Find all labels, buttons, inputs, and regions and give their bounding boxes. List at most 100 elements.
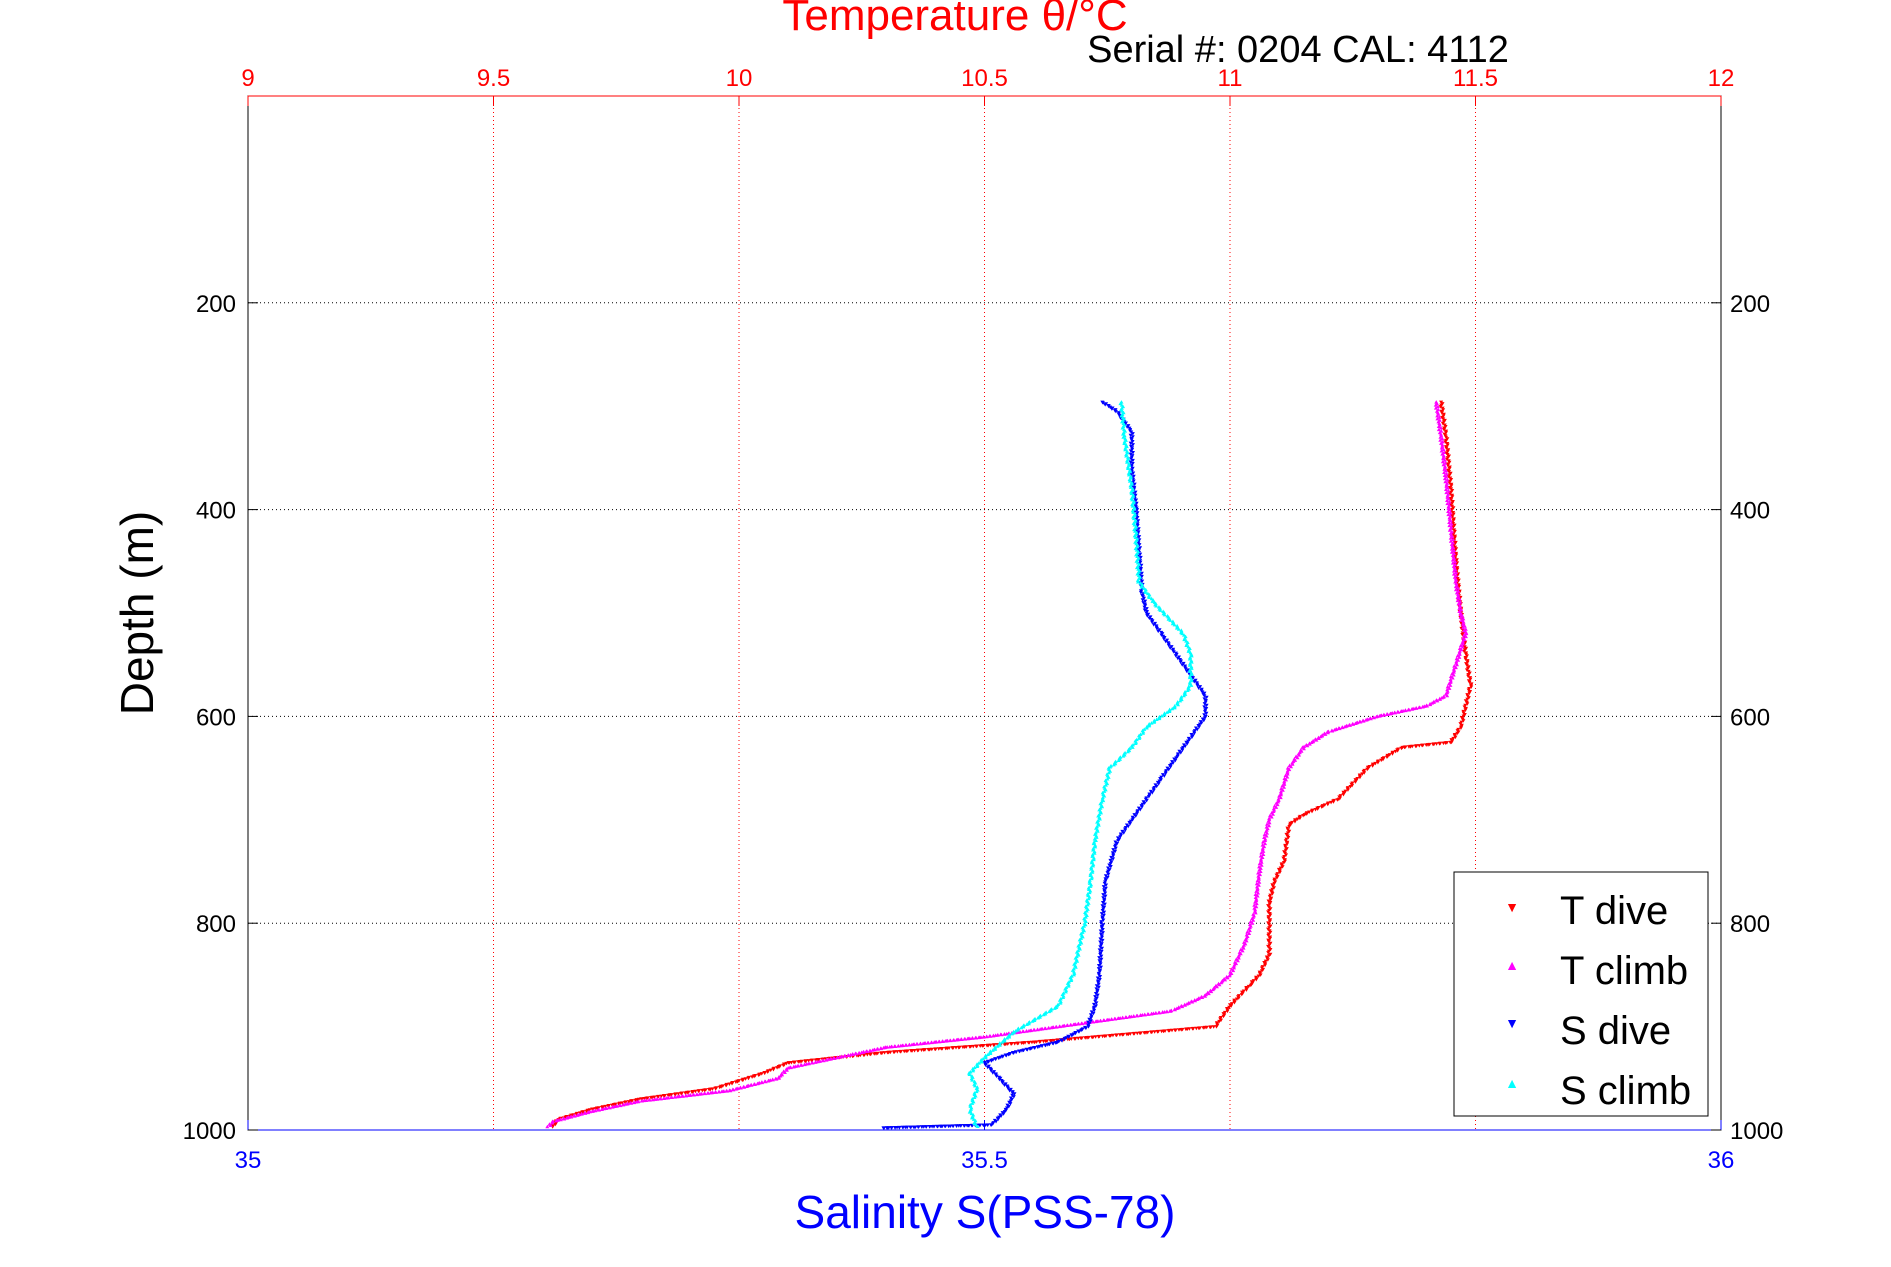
depth-tick-label-right: 400 [1730, 498, 1770, 525]
data-point [1180, 748, 1185, 753]
data-point [1245, 930, 1250, 934]
data-point [1116, 1016, 1121, 1021]
data-point [1149, 721, 1154, 725]
data-point [1192, 680, 1197, 684]
data-point [1026, 1041, 1031, 1045]
data-point [1267, 823, 1272, 828]
data-point [1189, 653, 1194, 658]
data-point [1253, 910, 1258, 915]
data-point [1150, 620, 1155, 625]
data-point [1167, 709, 1172, 713]
data-point [1152, 720, 1157, 724]
serial-label: Serial #: 0204 CAL: 4112 [1087, 29, 1509, 71]
data-point [1083, 915, 1088, 919]
data-point [1092, 1008, 1097, 1013]
data-point [918, 1041, 923, 1046]
data-point [1287, 767, 1292, 772]
data-point [1128, 485, 1133, 489]
temperature-tick-label: 9.5 [477, 65, 510, 92]
data-point [1447, 481, 1452, 485]
data-point [1095, 976, 1100, 981]
data-point [1140, 598, 1145, 602]
data-point [1399, 709, 1404, 714]
data-point [1458, 611, 1463, 615]
data-point [1263, 963, 1268, 968]
data-point [1180, 663, 1185, 667]
data-point [991, 1043, 996, 1048]
data-point [1062, 1037, 1067, 1042]
data-point [1232, 965, 1237, 970]
data-point [1285, 774, 1290, 779]
data-point [1111, 854, 1116, 858]
data-point [1332, 728, 1337, 732]
data-point [1047, 1009, 1052, 1014]
data-point [1259, 969, 1264, 973]
data-point [1265, 822, 1270, 826]
data-point [926, 1040, 931, 1045]
data-point [1130, 497, 1135, 502]
data-point [1100, 804, 1105, 809]
data-point [1260, 843, 1265, 847]
data-point [1095, 829, 1100, 833]
data-point [935, 1124, 940, 1129]
data-point [1197, 725, 1202, 729]
data-point [1090, 870, 1095, 874]
data-point [1114, 1033, 1119, 1038]
data-point [1244, 938, 1249, 943]
data-point [1446, 496, 1451, 501]
data-point [777, 1076, 782, 1080]
data-point [1162, 774, 1167, 778]
data-point [1128, 483, 1133, 488]
data-point [1154, 603, 1159, 608]
data-point [691, 1092, 696, 1097]
data-point [1264, 834, 1269, 838]
data-point [680, 1094, 685, 1098]
data-point [870, 1048, 875, 1052]
temperature-tick-label: 10 [726, 65, 753, 92]
data-point [1137, 1031, 1142, 1036]
data-point [1107, 1034, 1112, 1038]
data-point [669, 1095, 674, 1100]
data-point [1455, 731, 1460, 736]
data-point [1187, 674, 1192, 678]
data-point [791, 1064, 796, 1069]
data-point [1444, 490, 1449, 495]
data-point [982, 1061, 987, 1065]
data-point [1142, 605, 1147, 610]
data-point [936, 1047, 941, 1051]
data-point [618, 1103, 623, 1108]
data-point [971, 1068, 976, 1073]
data-point [1436, 427, 1441, 432]
data-point [965, 1036, 970, 1041]
data-point [1446, 512, 1451, 517]
data-layer [545, 400, 1474, 1130]
data-point [1072, 1037, 1077, 1041]
data-point [1187, 667, 1192, 672]
data-point [1190, 1027, 1195, 1031]
data-point [1285, 770, 1290, 775]
data-point [1125, 466, 1130, 471]
data-point [607, 1105, 612, 1110]
data-point [1183, 667, 1188, 671]
data-point [1247, 928, 1252, 933]
data-point [1183, 744, 1188, 749]
data-point [887, 1044, 892, 1049]
data-point [1168, 618, 1173, 622]
data-point [1253, 907, 1258, 912]
data-point [1451, 670, 1456, 674]
data-point [901, 1125, 906, 1130]
data-point [1101, 893, 1106, 897]
data-point [1254, 881, 1259, 886]
data-point [1305, 743, 1310, 748]
data-point [1189, 660, 1194, 664]
data-point [1340, 725, 1345, 730]
data-point [1012, 1041, 1017, 1046]
data-point [1102, 789, 1107, 793]
data-point [1015, 1030, 1020, 1034]
data-point [1189, 735, 1194, 740]
salinity-tick-label: 35.5 [961, 1147, 1008, 1174]
data-point [1388, 711, 1393, 716]
data-point [1142, 801, 1147, 805]
data-point [1214, 1025, 1219, 1029]
data-point [1457, 597, 1462, 601]
